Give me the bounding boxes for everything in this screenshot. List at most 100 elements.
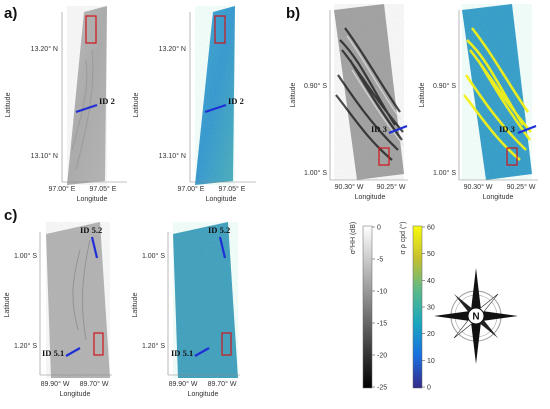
xtick-b-left-2: 90.25° W bbox=[377, 183, 406, 191]
id-label-c-right-bottom: ID 5.1 bbox=[171, 348, 193, 358]
transect-line-id3 bbox=[517, 124, 537, 135]
transect-line-id2 bbox=[204, 103, 227, 114]
panel-label-c: c) bbox=[4, 207, 17, 224]
xlabel-a-right: Longitude bbox=[206, 196, 237, 203]
xtick-c-right-1: 89.90° W bbox=[169, 380, 198, 388]
colorbar-gray: σ⁰HH (dB) 0 -5 -10 -15 -20 -25 bbox=[349, 222, 387, 392]
id-label-a-left: ID 2 bbox=[99, 96, 115, 106]
xtick-a-left-1: 97.00° E bbox=[49, 185, 76, 193]
wave-streak bbox=[72, 239, 91, 341]
xtick-c-right-2: 89.70° W bbox=[208, 380, 237, 388]
ytick-a-right-1: 13.20° N bbox=[159, 45, 186, 53]
panel-label-b: b) bbox=[286, 5, 300, 22]
xtick-b-left-1: 90.30° W bbox=[335, 183, 364, 191]
compass-center bbox=[467, 307, 485, 325]
transect-line-id52 bbox=[218, 236, 227, 259]
ytick-a-left-1: 13.20° N bbox=[31, 45, 58, 53]
compass-needle-nw bbox=[454, 294, 474, 314]
compass-needle-west bbox=[434, 311, 470, 321]
compass-needle-se bbox=[478, 318, 498, 338]
xtick-b-right-2: 90.25° W bbox=[507, 183, 536, 191]
panel-b-sar-image: ID 3 bbox=[334, 4, 408, 180]
colorbar-parula-title: σ ρ cpd (°) bbox=[399, 222, 407, 255]
colorbar-tick-label: 60 bbox=[427, 225, 435, 232]
wave-crests bbox=[335, 27, 404, 161]
colorbar-tick-label: 30 bbox=[427, 305, 435, 312]
roi-box bbox=[378, 147, 390, 166]
colorbar-tick-label: 0 bbox=[427, 385, 431, 392]
ylabel-b-left: Latitude bbox=[290, 82, 297, 107]
xlabel-b-left: Longitude bbox=[355, 194, 386, 201]
xtick-c-left-2: 89.70° W bbox=[80, 380, 109, 388]
param-texture-a bbox=[195, 6, 235, 185]
xtick-a-left-2: 97.05° E bbox=[90, 185, 117, 193]
id-label-c-left-bottom: ID 5.1 bbox=[42, 348, 64, 358]
roi-box bbox=[221, 332, 232, 356]
colorbar-tick-label: -5 bbox=[377, 257, 383, 264]
id-label-c-right-top: ID 5.2 bbox=[208, 225, 230, 235]
panel-c: c) ID 5.2 ID 5.1 1.00° S 1.20° S 89.90° … bbox=[4, 207, 240, 398]
xlabel-c-left: Longitude bbox=[60, 391, 91, 398]
roi-box bbox=[93, 332, 104, 356]
id-label-a-right: ID 2 bbox=[228, 96, 244, 106]
ytick-c-left-1: 1.00° S bbox=[14, 252, 37, 260]
colorbar-tick-label: 40 bbox=[427, 278, 435, 285]
transect-line-id52 bbox=[90, 236, 99, 259]
ytick-b-right-2: 1.00° S bbox=[433, 169, 456, 177]
id-label-b-right: ID 3 bbox=[499, 124, 515, 134]
transect-line-id3 bbox=[388, 124, 408, 135]
compass-rose: N bbox=[434, 268, 518, 364]
panel-label-a: a) bbox=[4, 5, 17, 22]
wave-crests-yellow bbox=[462, 27, 532, 161]
ytick-b-right-1: 0.90° S bbox=[433, 82, 456, 90]
colorbar-tick-label: 20 bbox=[427, 331, 435, 338]
colorbar-gray-ticks: 0 -5 -10 -15 -20 -25 bbox=[372, 225, 387, 392]
panel-c-sar-image: ID 5.2 ID 5.1 bbox=[42, 222, 110, 378]
roi-box bbox=[506, 147, 518, 166]
transect-line-id51 bbox=[65, 347, 81, 357]
ylabel-a-left: Latitude bbox=[5, 92, 12, 117]
panel-c-param-image: ID 5.2 ID 5.1 bbox=[171, 222, 238, 378]
panel-b: b) ID 3 0.90° S 1.00° S 90.30° W 90.25° … bbox=[286, 4, 538, 201]
xtick-b-right-1: 90.30° W bbox=[464, 183, 493, 191]
wave-crests-bright bbox=[346, 35, 405, 147]
compass-needle-south bbox=[471, 322, 481, 364]
compass-north-label: N bbox=[472, 312, 479, 323]
ytick-c-right-1: 1.00° S bbox=[142, 252, 165, 260]
ytick-b-left-1: 0.90° S bbox=[304, 82, 327, 90]
roi-box bbox=[214, 15, 226, 44]
xtick-a-right-2: 97.05° E bbox=[219, 185, 246, 193]
xtick-c-left-1: 89.90° W bbox=[41, 380, 70, 388]
xlabel-c-right: Longitude bbox=[188, 391, 219, 398]
ylabel-c-right: Latitude bbox=[132, 292, 139, 317]
transect-line-id2 bbox=[75, 103, 98, 114]
ytick-a-right-2: 13.10° N bbox=[159, 152, 186, 160]
colorbar-tick-label: 10 bbox=[427, 358, 435, 365]
compass-needle-north bbox=[471, 268, 481, 310]
ylabel-b-right: Latitude bbox=[419, 82, 426, 107]
ytick-b-left-2: 1.00° S bbox=[304, 169, 327, 177]
colorbar-parula: σ ρ cpd (°) 60 50 40 30 20 10 0 bbox=[399, 222, 435, 392]
panel-b-param-image: ID 3 bbox=[462, 4, 537, 180]
compass-needle-east bbox=[482, 311, 518, 321]
colorbar-tick-label: -25 bbox=[377, 385, 387, 392]
ytick-c-right-2: 1.20° S bbox=[142, 342, 165, 350]
transect-line-id51 bbox=[194, 347, 210, 357]
sar-texture-a bbox=[67, 6, 107, 185]
internal-wave-streak bbox=[71, 49, 94, 171]
ylabel-a-right: Latitude bbox=[133, 92, 140, 117]
colorbar-tick-label: 50 bbox=[427, 251, 435, 258]
colorbar-tick-label: -15 bbox=[377, 321, 387, 328]
panel-a-sar-image: ID 2 bbox=[67, 6, 115, 185]
colorbar-tick-label: -20 bbox=[377, 353, 387, 360]
panel-a-param-image: ID 2 bbox=[195, 6, 244, 185]
panel-a: a) ID 2 13.20° N 13.10° N 97.00° E 97.05… bbox=[4, 5, 256, 203]
colorbar-gray-title: σ⁰HH (dB) bbox=[349, 222, 357, 254]
xtick-a-right-1: 97.00° E bbox=[178, 185, 205, 193]
roi-box bbox=[85, 15, 97, 44]
ytick-a-left-2: 13.10° N bbox=[31, 152, 58, 160]
colorbar-parula-bar bbox=[412, 225, 423, 389]
colorbar-tick-label: 0 bbox=[377, 225, 381, 232]
ytick-c-left-2: 1.20° S bbox=[14, 342, 37, 350]
